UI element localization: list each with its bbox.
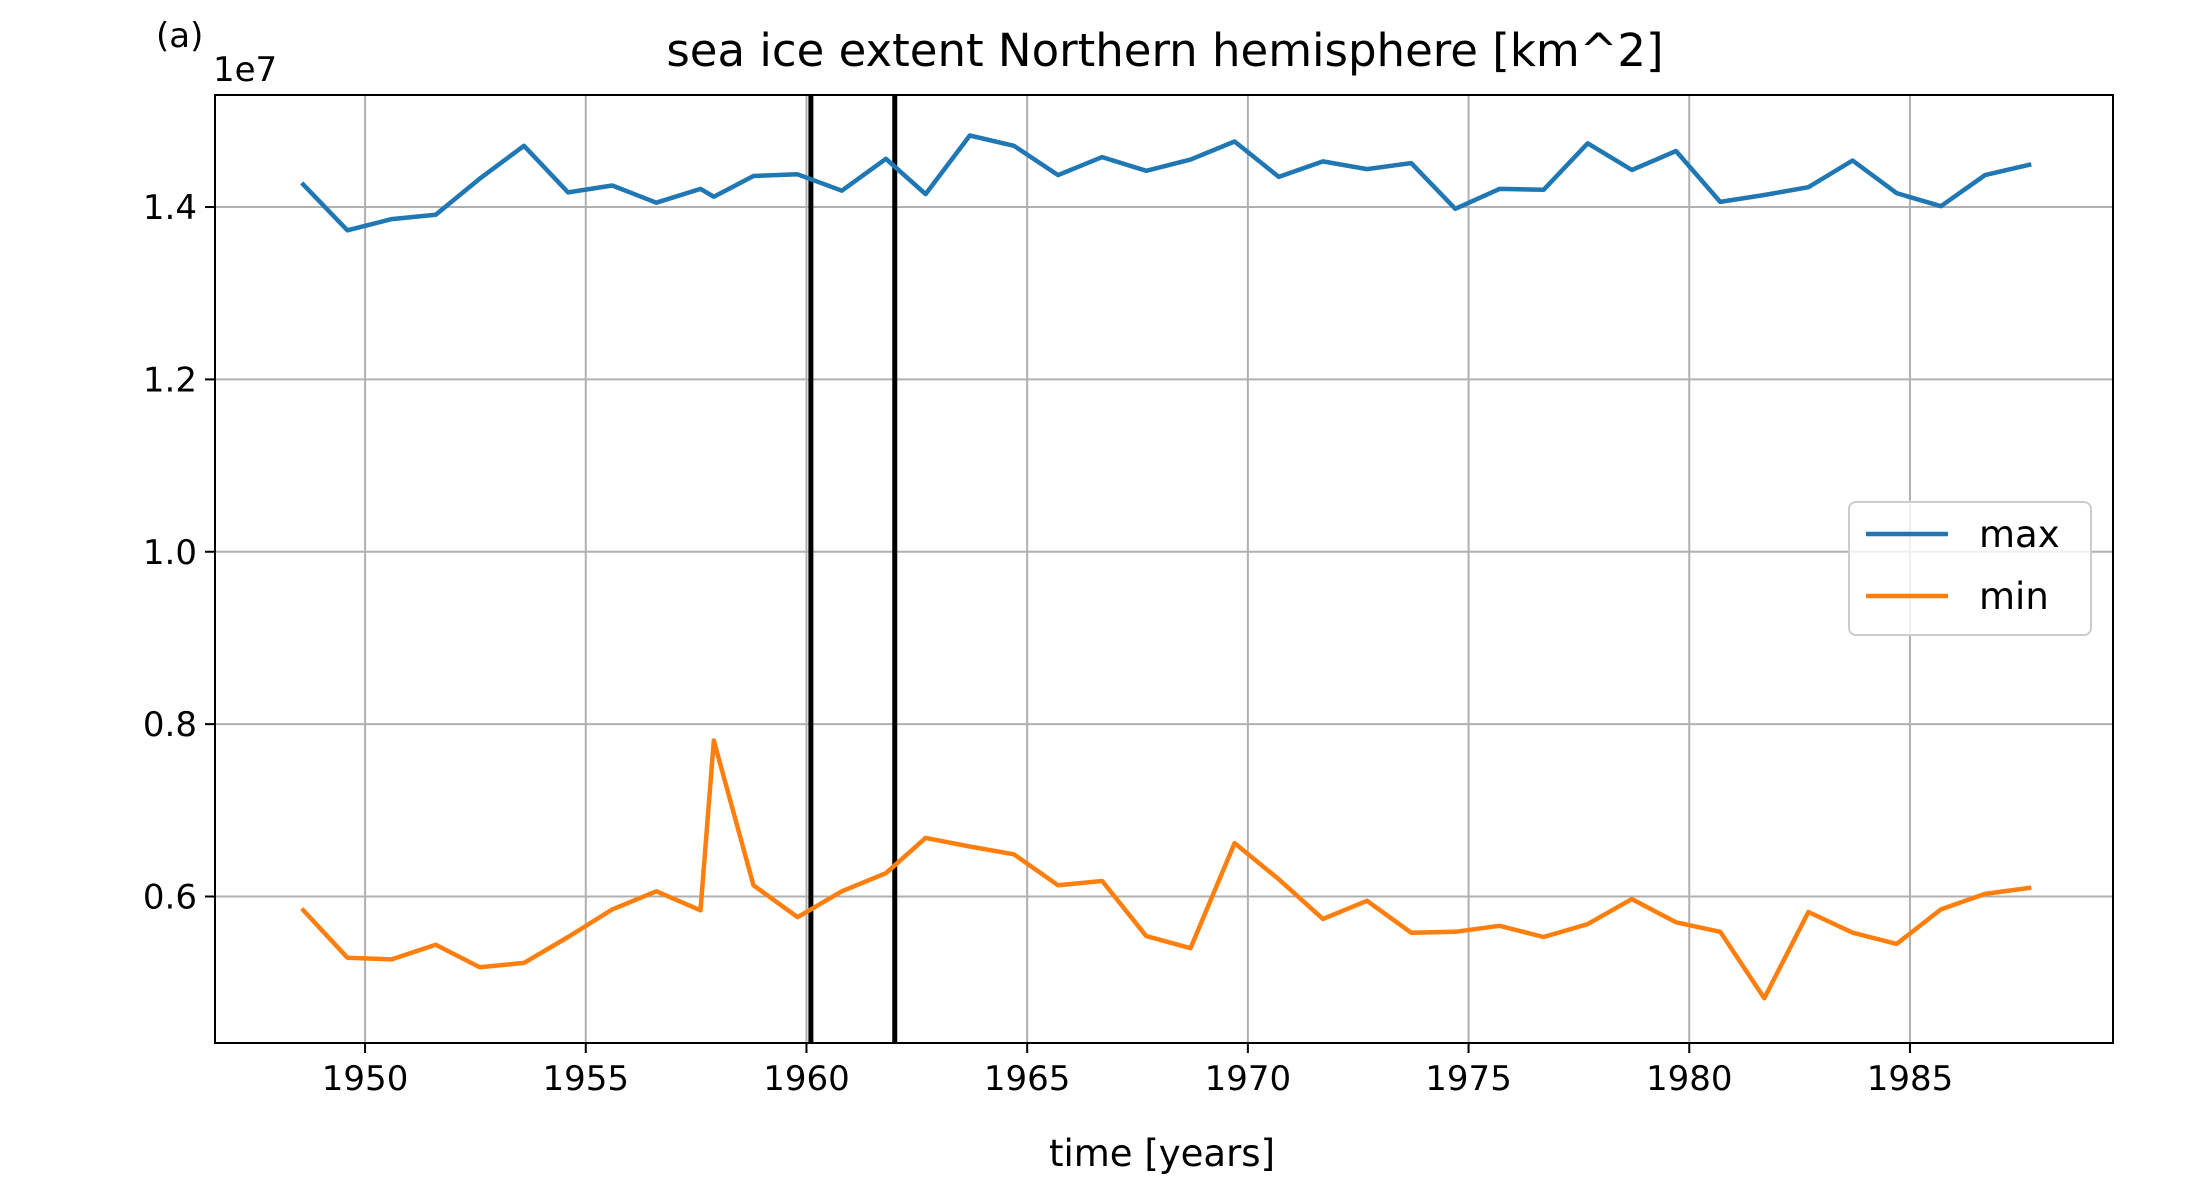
y-tick-label: 1.2 [143, 360, 197, 400]
panel-label: (a) [156, 16, 203, 56]
x-tick-label: 1965 [984, 1059, 1071, 1099]
plot-frame [214, 94, 2114, 1044]
x-tick-label: 1955 [543, 1059, 630, 1099]
x-axis-label: time [years] [1049, 1132, 1275, 1175]
vertical-marker-lines [808, 95, 898, 1043]
grid-lines [215, 95, 2113, 1043]
legend-label-max: max [1979, 513, 2060, 556]
x-tick-label: 1960 [763, 1059, 850, 1099]
y-offset-label: 1e7 [213, 50, 277, 90]
axis-ticks: 1950 1955 1960 1965 1970 1975 1980 1985 0.6 0.8 1.… [143, 188, 1953, 1099]
x-tick-label: 1985 [1867, 1059, 1954, 1099]
series-lines [300, 133, 2032, 1001]
y-tick-label: 0.6 [143, 877, 197, 917]
x-tick-label: 1980 [1646, 1059, 1733, 1099]
y-tick-label: 1.0 [143, 533, 197, 573]
legend-label-min: min [1979, 575, 2049, 618]
y-tick-label: 0.8 [143, 705, 197, 745]
legend: max min [1848, 501, 2092, 636]
x-tick-label: 1975 [1425, 1059, 1512, 1099]
series-line-max [300, 133, 2032, 233]
chart-title: sea ice extent Northern hemisphere [km^2… [666, 24, 1663, 77]
y-tick-label: 1.4 [143, 188, 197, 228]
series-line-min [300, 738, 2032, 1001]
x-tick-label: 1950 [322, 1059, 409, 1099]
x-tick-label: 1970 [1205, 1059, 1292, 1099]
